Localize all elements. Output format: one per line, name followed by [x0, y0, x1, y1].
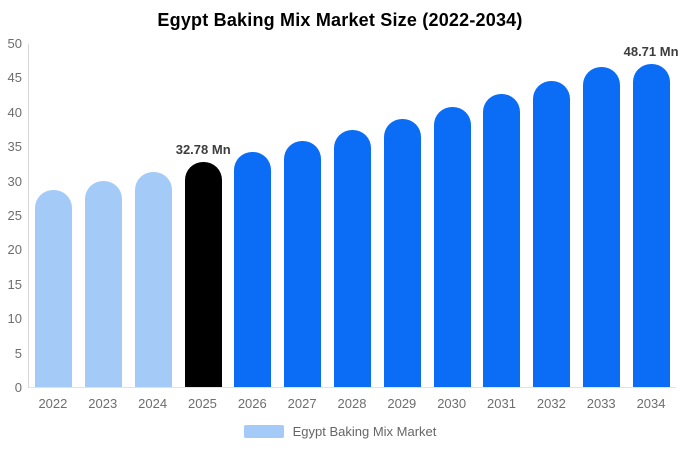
- x-axis-tick-label: 2034: [636, 396, 666, 411]
- y-axis-tick-label: 20: [7, 242, 22, 258]
- y-axis-tick-label: 50: [7, 36, 22, 51]
- legend-label: Egypt Baking Mix Market: [292, 424, 437, 439]
- bar-2022[interactable]: [35, 189, 73, 387]
- x-axis-tick-label: 2022: [38, 396, 68, 411]
- y-axis-tick-label: 25: [7, 208, 22, 223]
- y-axis-tick-label: 15: [7, 276, 22, 292]
- bar-2029[interactable]: [383, 118, 421, 387]
- bar-slot: [477, 44, 527, 387]
- x-axis-tick-label: 2030: [437, 396, 467, 411]
- x-axis-tick-label: 2025: [187, 396, 217, 411]
- bar-slot: [278, 44, 328, 387]
- bar-slot: [29, 44, 79, 387]
- bar-2024[interactable]: [134, 171, 172, 387]
- y-axis-tick-label: 0: [14, 380, 22, 395]
- bar-2023[interactable]: [85, 181, 123, 387]
- bar-slot: [576, 44, 626, 387]
- bar-slot: [328, 44, 378, 387]
- bar-2031[interactable]: [483, 94, 521, 387]
- bar-2032[interactable]: [533, 80, 571, 387]
- x-axis: 2022 2023 2024 2025 2026 2027 2028 2029 2030 2031…: [28, 396, 676, 411]
- y-axis-tick-label: 40: [7, 104, 22, 120]
- x-axis-tick-label: 2033: [586, 396, 616, 411]
- bar-2027[interactable]: [284, 141, 322, 387]
- y-axis-tick-label: 5: [14, 345, 22, 361]
- legend-swatch: [243, 425, 284, 438]
- bar-2026[interactable]: [234, 152, 272, 387]
- bar-slot: [79, 44, 129, 387]
- bar-slot: 32.78 Mn: [175, 44, 231, 387]
- bar-2030[interactable]: [433, 106, 471, 387]
- bar-slot: [228, 44, 278, 387]
- bar-value-label: 32.78 Mn: [175, 142, 231, 158]
- bar-slot: [129, 44, 179, 387]
- y-axis-tick-label: 45: [7, 70, 22, 86]
- bar-slot: [527, 44, 577, 387]
- bar-slot: [427, 44, 477, 387]
- bar-2025[interactable]: [184, 162, 222, 387]
- y-axis-tick-label: 35: [7, 139, 22, 155]
- y-axis-tick-label: 30: [7, 173, 22, 189]
- x-axis-tick-label: 2029: [387, 396, 417, 411]
- x-axis-tick-label: 2027: [287, 396, 317, 411]
- bar-slot: [377, 44, 427, 387]
- x-axis-tick-label: 2032: [536, 396, 566, 411]
- bar-2034[interactable]: [632, 64, 670, 387]
- x-axis-tick-label: 2028: [337, 396, 367, 411]
- plot-area: 32.78 Mn 48.71 Mn: [28, 44, 679, 388]
- y-axis-tick-label: 10: [7, 311, 22, 327]
- bar-2033[interactable]: [582, 67, 620, 387]
- bars-group: 32.78 Mn 48.71 Mn: [29, 44, 679, 387]
- x-axis-tick-label: 2031: [487, 396, 516, 411]
- legend[interactable]: Egypt Baking Mix Market: [0, 424, 680, 439]
- chart-title: Egypt Baking Mix Market Size (2022-2034): [157, 10, 523, 30]
- bar-slot: 48.71 Mn: [623, 44, 679, 387]
- x-axis-tick-label: 2026: [237, 396, 267, 411]
- x-axis-tick-label: 2023: [88, 396, 118, 411]
- bar-value-label: 48.71 Mn: [623, 44, 679, 59]
- bar-2028[interactable]: [333, 130, 371, 387]
- x-axis-tick-label: 2024: [138, 396, 168, 411]
- y-axis: 0 5 10 15 20 25 30 35 40 45 50: [0, 37, 22, 395]
